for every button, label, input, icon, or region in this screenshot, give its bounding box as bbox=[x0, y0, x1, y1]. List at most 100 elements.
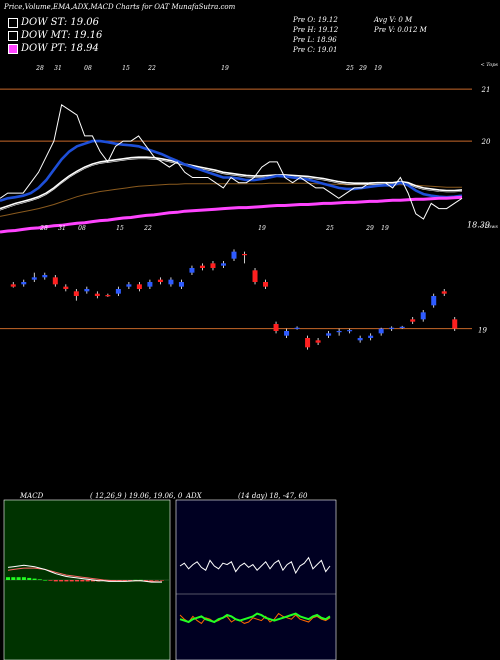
low-date-label: 28 bbox=[39, 225, 48, 232]
macd-histogram-bar bbox=[154, 580, 159, 581]
macd-histogram-bar bbox=[149, 580, 154, 581]
macd-histogram-bar bbox=[90, 580, 95, 582]
candle-body bbox=[84, 289, 90, 292]
candle-body bbox=[252, 270, 258, 282]
quote-pre-high: Pre H: 19.12 bbox=[293, 26, 339, 34]
price-tick-label: 20 bbox=[481, 138, 491, 146]
low-date-label: 19 bbox=[258, 225, 266, 232]
candle-body bbox=[284, 331, 290, 336]
quote-pre-low: Pre L: 18.96 bbox=[293, 36, 337, 44]
candle-body bbox=[147, 282, 153, 287]
candle-body bbox=[273, 324, 279, 331]
candle-body bbox=[441, 291, 447, 294]
legend-swatch-pt bbox=[8, 43, 18, 54]
macd-histogram-bar bbox=[21, 577, 26, 580]
macd-histogram-bar bbox=[85, 580, 90, 582]
candle-body bbox=[168, 279, 174, 285]
candle-body bbox=[52, 277, 58, 285]
low-date-label: 29 bbox=[365, 225, 374, 232]
adx-line bbox=[179, 612, 331, 624]
legend-swatch-st bbox=[8, 17, 18, 28]
candle-body bbox=[189, 268, 195, 273]
candle-body bbox=[326, 333, 332, 336]
legend-dow-st: DOW ST: 19.06 bbox=[8, 17, 99, 28]
lows-label: < Lows bbox=[479, 224, 498, 230]
macd-histogram-bar bbox=[80, 580, 85, 582]
low-date-label: 31 bbox=[58, 225, 66, 232]
candle-body bbox=[10, 284, 16, 287]
macd-histogram-bar bbox=[16, 577, 21, 580]
candle-body bbox=[115, 289, 121, 294]
candle-body bbox=[336, 331, 342, 333]
macd-histogram-bar bbox=[53, 580, 58, 582]
macd-histogram-bar bbox=[144, 580, 149, 581]
top-date-label: 19 bbox=[374, 65, 382, 72]
tops-label: < Tops bbox=[480, 62, 498, 68]
macd-plot bbox=[3, 499, 171, 660]
macd-histogram-bar bbox=[64, 580, 69, 582]
macd-title: MACD bbox=[20, 492, 44, 500]
candle-body bbox=[410, 319, 416, 322]
quote-avg-volume: Avg V: 0 M bbox=[374, 16, 413, 24]
candle-body bbox=[42, 275, 48, 278]
candle-body bbox=[263, 282, 269, 287]
legend-label-st: DOW ST: 19.06 bbox=[21, 17, 100, 28]
macd-histogram-bar bbox=[43, 580, 48, 581]
candle-body bbox=[63, 286, 69, 289]
chart-title: Price,Volume,EMA,ADX,MACD Charts for OAT… bbox=[4, 3, 236, 11]
candle-body bbox=[199, 265, 205, 268]
macd-histogram-bar bbox=[27, 577, 32, 580]
candle-body bbox=[294, 327, 300, 329]
legend-label-mt: DOW MT: 19.16 bbox=[21, 30, 103, 41]
close-price-line bbox=[0, 103, 463, 220]
candle-body bbox=[357, 338, 363, 341]
candle-body bbox=[31, 277, 37, 280]
macd-histogram-bar bbox=[138, 579, 143, 581]
candle-body bbox=[452, 319, 458, 329]
ema-short-line bbox=[0, 139, 463, 203]
top-date-label: 22 bbox=[147, 65, 156, 72]
macd-histogram-bar bbox=[32, 578, 37, 580]
macd-histogram-bar bbox=[133, 579, 138, 581]
macd-histogram-bar bbox=[59, 580, 64, 582]
top-date-label: 08 bbox=[84, 65, 92, 72]
candle-body bbox=[126, 284, 132, 287]
last-price-label: 18.39 bbox=[467, 221, 490, 230]
macd-histogram-bar bbox=[48, 580, 53, 581]
candle-tick-label: 19 bbox=[478, 327, 487, 335]
ema-pt-line bbox=[0, 195, 463, 234]
top-date-label: 29 bbox=[358, 65, 367, 72]
macd-params: ( 12,26,9 ) 19.06, 19.06, 0 bbox=[90, 492, 183, 500]
candle-body bbox=[73, 291, 79, 296]
top-date-label: 31 bbox=[54, 65, 62, 72]
adx-background bbox=[175, 499, 337, 660]
low-date-label: 25 bbox=[325, 225, 334, 232]
legend-dow-pt: DOW PT: 18.94 bbox=[8, 43, 99, 54]
low-date-label: 19 bbox=[381, 225, 389, 232]
candle-body bbox=[94, 293, 100, 296]
candle-body bbox=[420, 312, 426, 320]
macd-histogram-bar bbox=[37, 579, 42, 580]
candle-body bbox=[305, 338, 311, 348]
legend-dow-mt: DOW MT: 19.16 bbox=[8, 30, 102, 41]
legend-label-pt: DOW PT: 18.94 bbox=[21, 43, 99, 54]
price-tick-label: 21 bbox=[481, 86, 491, 94]
candle-body bbox=[431, 296, 437, 306]
candle-body bbox=[105, 295, 111, 297]
candle-body bbox=[21, 282, 27, 285]
candlestick-plot: 19 bbox=[0, 249, 487, 350]
candle-body bbox=[378, 328, 384, 334]
quote-pre-close: Pre C: 19.01 bbox=[293, 46, 338, 54]
candle-body bbox=[220, 263, 226, 266]
candle-body bbox=[157, 279, 163, 282]
low-date-label: 15 bbox=[116, 225, 124, 232]
top-date-label: 28 bbox=[35, 65, 44, 72]
candle-body bbox=[231, 251, 237, 259]
candle-body bbox=[399, 326, 405, 328]
price-ema-plot: 21 20 18.39 28 31 08 15 22 19 25 29 19 < Tops 28 31 08 1… bbox=[0, 62, 498, 234]
candle-body bbox=[136, 284, 142, 289]
candle-body bbox=[368, 335, 374, 338]
candle-body bbox=[315, 340, 321, 343]
adx-params: (14 day) 18, -47, 60 bbox=[238, 492, 308, 500]
